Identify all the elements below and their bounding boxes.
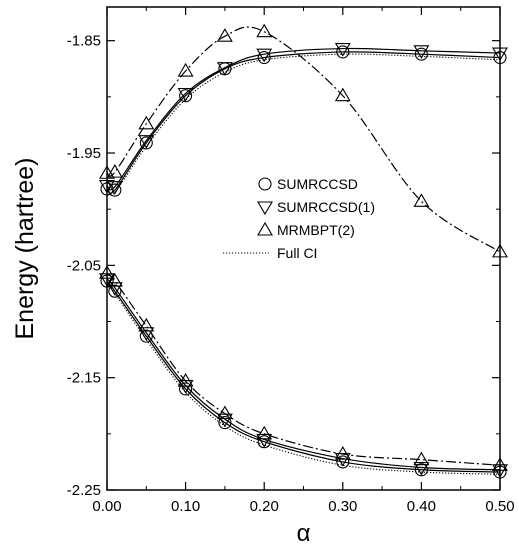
circle-marker <box>414 47 428 61</box>
circle-marker <box>139 329 153 343</box>
series-line-2-lower <box>106 272 501 466</box>
y-tick-label: -2.05 <box>67 257 101 274</box>
x-axis-ticks: 0.00 0.10 0.20 0.30 0.40 0.50 <box>92 7 515 515</box>
triangle-down-marker <box>106 282 123 296</box>
circle-marker <box>336 45 350 59</box>
triangle-down-marker <box>256 48 273 63</box>
x-tick-label: 0.00 <box>92 498 121 515</box>
circle-marker <box>218 416 232 430</box>
series-line-1-lower <box>106 278 501 471</box>
y-axis-ticks: -1.85 -1.95 -2.05 -2.15 -2.25 <box>67 33 500 499</box>
triangle-down-marker <box>216 413 233 428</box>
series-markers <box>99 23 508 479</box>
legend: SUMRCCSD SUMRCCSD(1) MRMBPT(2) Full CI <box>223 176 375 261</box>
x-tick-label: 0.20 <box>250 498 279 515</box>
triangle-down-marker <box>138 327 155 341</box>
triangle-up-marker <box>413 193 430 207</box>
triangle-up-marker <box>138 115 155 130</box>
series-line-0-upper <box>106 51 501 194</box>
triangle-down-marker <box>106 181 123 195</box>
legend-label: SUMRCCSD <box>277 176 358 192</box>
series-line-2-upper <box>106 26 501 253</box>
triangle-up-marker <box>256 425 273 440</box>
series-line-0-lower <box>106 280 501 473</box>
triangle-down-marker <box>413 45 430 59</box>
x-tick-label: 0.40 <box>407 498 436 515</box>
triangle-up-marker <box>216 28 233 42</box>
x-axis-title: α <box>297 520 311 547</box>
triangle-up-marker <box>106 272 123 287</box>
circle-marker <box>179 89 193 103</box>
triangle-down-marker <box>177 87 194 102</box>
legend-label: SUMRCCSD(1) <box>277 199 375 215</box>
triangle-up-marker <box>177 372 194 387</box>
triangle-up-marker <box>256 23 273 38</box>
y-tick-label: -1.95 <box>67 145 101 162</box>
triangle-up-marker <box>106 164 123 178</box>
circle-marker <box>257 435 271 449</box>
triangle-up-marker <box>413 451 430 466</box>
circle-marker <box>139 136 153 150</box>
triangle-down-marker <box>413 461 430 476</box>
circle-marker <box>108 284 122 298</box>
x-tick-label: 0.30 <box>328 498 357 515</box>
x-tick-label: 0.10 <box>171 498 200 515</box>
circle-marker <box>179 382 193 396</box>
triangle-up-marker <box>216 405 233 420</box>
y-tick-label: -1.85 <box>67 33 101 50</box>
y-axis-title: Energy (hartree) <box>11 157 39 339</box>
triangle-up-marker <box>177 62 194 77</box>
circle-marker <box>336 455 350 469</box>
triangle-down-marker <box>256 433 273 448</box>
triangle-down-marker <box>334 43 351 57</box>
legend-label: MRMBPT(2) <box>277 222 355 238</box>
triangle-down-marker <box>216 62 233 76</box>
y-tick-label: -2.25 <box>67 482 101 499</box>
circle-marker <box>257 50 271 65</box>
legend-label: Full CI <box>277 245 317 261</box>
circle-marker <box>258 177 272 191</box>
y-tick-label: -2.15 <box>67 370 101 387</box>
circle-marker <box>414 463 428 477</box>
triangle-up-marker <box>334 87 351 102</box>
triangle-down-marker <box>257 201 273 216</box>
x-tick-label: 0.50 <box>485 498 514 515</box>
series-line-3-upper <box>106 53 501 196</box>
triangle-up-marker <box>257 221 273 236</box>
triangle-up-marker <box>138 317 155 332</box>
triangle-up-marker <box>334 445 351 460</box>
series-line-1-upper <box>106 47 501 191</box>
triangle-down-marker <box>138 135 155 149</box>
series-curves <box>106 26 501 475</box>
